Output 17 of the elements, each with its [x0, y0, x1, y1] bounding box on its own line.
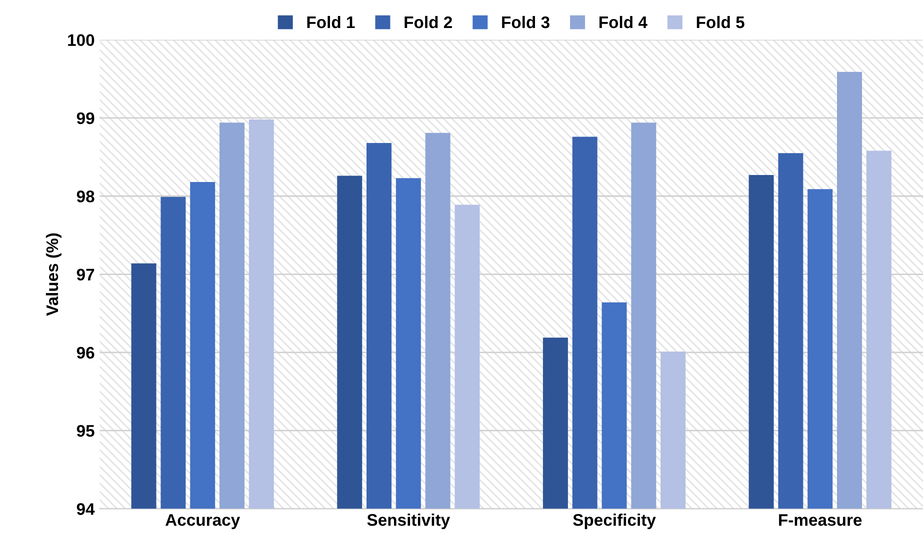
y-tick-label: 94 [76, 503, 95, 515]
legend-label: Fold 2 [404, 16, 452, 28]
legend-label: Fold 1 [307, 16, 355, 28]
y-tick-label: 97 [76, 268, 94, 280]
legend-label: Fold 5 [696, 16, 744, 28]
y-tick-label: 95 [76, 425, 94, 437]
y-tick-label: 96 [76, 346, 94, 359]
y-axis-title: Values (%) [46, 233, 62, 316]
x-tick-label: F-measure [779, 514, 862, 526]
x-tick-label: Specificity [573, 514, 656, 530]
x-tick-label: Sensitivity [367, 514, 450, 530]
y-tick-label: 100 [68, 34, 94, 46]
legend-label: Fold 3 [502, 16, 550, 28]
legend-label: Fold 4 [599, 16, 648, 28]
y-tick-label: 99 [76, 112, 94, 124]
x-tick-label: Accuracy [165, 514, 240, 530]
y-tick-label: 98 [76, 190, 94, 202]
